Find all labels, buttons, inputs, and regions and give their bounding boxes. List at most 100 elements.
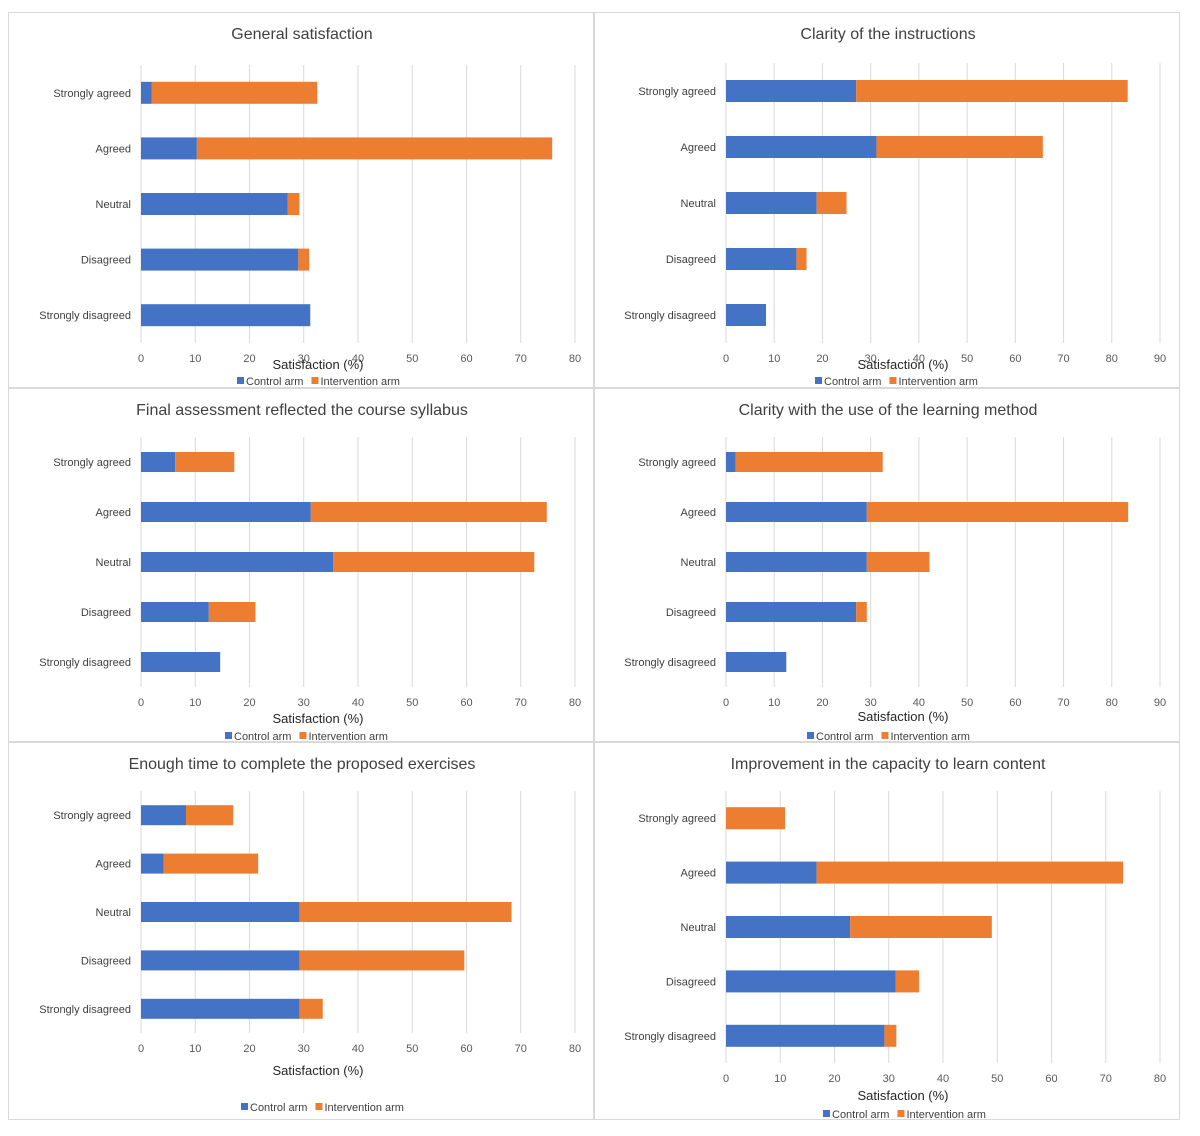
category-label: Agreed <box>681 868 716 880</box>
legend-swatch-control <box>225 732 232 739</box>
bar-control <box>726 552 867 572</box>
x-tick-label: 10 <box>189 353 201 365</box>
x-tick-label: 30 <box>298 1043 310 1055</box>
x-axis-label: Satisfaction (%) <box>272 711 363 726</box>
bar-control <box>726 970 896 993</box>
category-label: Disagreed <box>666 607 716 619</box>
legend-swatch-intervention <box>311 377 319 384</box>
legend-swatch-intervention <box>897 1110 905 1117</box>
bar-intervention <box>816 861 1124 884</box>
bar-control <box>141 805 187 826</box>
bar-control <box>141 853 164 874</box>
legend-label-control: Control arm <box>250 1102 307 1114</box>
x-tick-label: 60 <box>460 1043 472 1055</box>
category-label: Strongly agreed <box>638 86 716 98</box>
chart-svg: General satisfaction 0 10 20 30 40 50 60 70 80 Str… <box>39 26 581 388</box>
x-tick-label: 20 <box>243 697 255 709</box>
legend-label-intervention: Intervention arm <box>890 731 969 743</box>
legend-swatch-control <box>807 732 814 739</box>
legend-label-intervention: Intervention arm <box>324 1102 403 1114</box>
x-tick-label: 0 <box>138 1043 144 1055</box>
chart-title: Clarity with the use of the learning met… <box>739 402 1038 419</box>
x-tick-label: 0 <box>723 353 729 365</box>
bar-control <box>726 1024 885 1047</box>
bar-intervention <box>856 80 1128 102</box>
bar-intervention <box>866 552 930 572</box>
chart-svg: Clarity with the use of the learning met… <box>624 402 1166 743</box>
legend-label-control: Control arm <box>832 1109 889 1121</box>
bar-intervention <box>333 552 535 572</box>
x-tick-label: 80 <box>569 353 581 365</box>
category-label: Neutral <box>96 199 131 211</box>
bar-intervention <box>796 248 807 270</box>
bar-intervention <box>876 136 1043 158</box>
bar-intervention <box>175 452 235 472</box>
bar-control <box>726 502 867 522</box>
x-tick-label: 40 <box>352 353 364 365</box>
category-label: Disagreed <box>666 976 716 988</box>
x-tick-label: 20 <box>243 1043 255 1055</box>
legend-label-intervention: Intervention arm <box>320 376 399 388</box>
legend-swatch-intervention <box>881 732 889 739</box>
bar-intervention <box>895 970 920 993</box>
bar-intervention <box>884 1024 897 1047</box>
x-tick-label: 40 <box>352 697 364 709</box>
legend-label-control: Control arm <box>246 376 303 388</box>
chart-svg: Improvement in the capacity to learn con… <box>624 756 1166 1121</box>
category-label: Disagreed <box>81 955 131 967</box>
x-tick-label: 0 <box>723 1073 729 1085</box>
category-label: Neutral <box>96 557 131 569</box>
bar-control <box>141 950 300 971</box>
bar-intervention <box>310 502 547 522</box>
x-tick-label: 70 <box>1057 353 1069 365</box>
bar-intervention <box>196 137 553 160</box>
x-axis-label: Satisfaction (%) <box>272 1063 363 1078</box>
legend-swatch-control <box>815 377 822 384</box>
bar-intervention <box>151 81 318 104</box>
category-label: Agreed <box>681 507 716 519</box>
legend-swatch-control <box>237 377 244 384</box>
x-tick-label: 40 <box>913 353 925 365</box>
category-label: Agreed <box>96 859 131 871</box>
bar-control <box>726 80 857 102</box>
chart-clarity-instructions: Clarity of the instructions 0 10 20 30 40 50 60… <box>594 12 1180 388</box>
x-tick-label: 70 <box>515 353 527 365</box>
x-tick-label: 10 <box>774 1073 786 1085</box>
x-tick-label: 40 <box>937 1073 949 1085</box>
bar-intervention <box>856 602 867 622</box>
bar-intervention <box>299 998 323 1019</box>
category-label: Strongly disagreed <box>39 657 131 669</box>
bar-control <box>141 902 300 922</box>
bar-control <box>726 452 736 472</box>
legend-label-control: Control arm <box>234 731 291 743</box>
x-tick-label: 20 <box>828 1073 840 1085</box>
x-tick-label: 80 <box>1154 1073 1166 1085</box>
bar-control <box>141 602 209 622</box>
x-tick-label: 90 <box>1154 697 1166 709</box>
x-axis-label: Satisfaction (%) <box>857 357 948 372</box>
x-tick-label: 60 <box>460 697 472 709</box>
x-tick-label: 60 <box>460 353 472 365</box>
chart-final-assessment: Final assessment reflected the course sy… <box>8 388 594 743</box>
x-tick-label: 80 <box>569 1043 581 1055</box>
legend-label-intervention: Intervention arm <box>898 376 977 388</box>
x-tick-label: 30 <box>865 353 877 365</box>
x-tick-label: 30 <box>865 697 877 709</box>
x-tick-label: 0 <box>138 353 144 365</box>
x-tick-label: 60 <box>1045 1073 1057 1085</box>
legend-label-intervention: Intervention arm <box>906 1109 985 1121</box>
chart-title: Final assessment reflected the course sy… <box>136 402 468 419</box>
bar-control <box>141 502 311 522</box>
x-tick-label: 80 <box>1106 353 1118 365</box>
x-tick-label: 50 <box>961 353 973 365</box>
bar-control <box>726 192 817 214</box>
x-tick-label: 70 <box>1057 697 1069 709</box>
category-label: Strongly disagreed <box>39 310 131 322</box>
legend-swatch-intervention <box>299 732 307 739</box>
chart-clarity-learning-method: Clarity with the use of the learning met… <box>594 388 1180 743</box>
x-tick-label: 50 <box>991 1073 1003 1085</box>
bar-intervention <box>163 853 259 874</box>
x-tick-label: 20 <box>816 353 828 365</box>
x-tick-label: 80 <box>1106 697 1118 709</box>
category-label: Agreed <box>96 507 131 519</box>
